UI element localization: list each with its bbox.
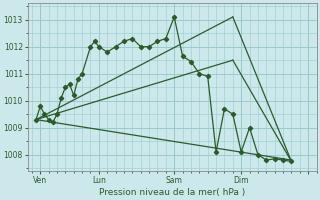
X-axis label: Pression niveau de la mer( hPa ): Pression niveau de la mer( hPa ) [99,188,245,197]
